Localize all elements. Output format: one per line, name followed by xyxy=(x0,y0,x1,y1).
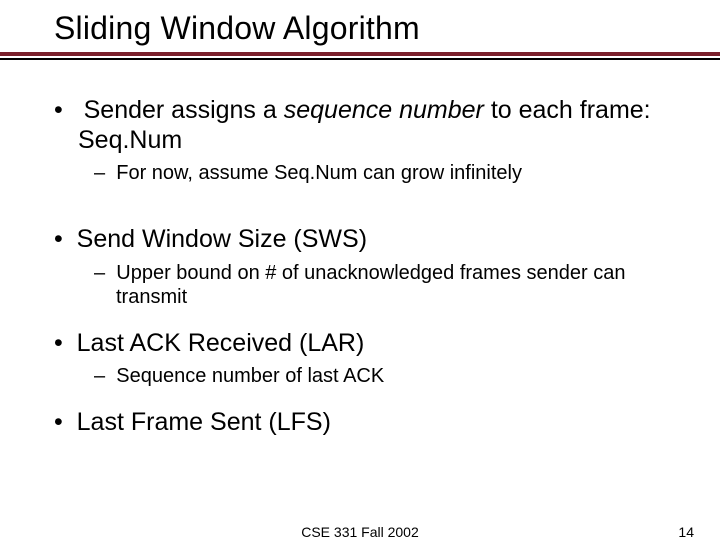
title-underline-thin xyxy=(0,58,720,60)
slide: Sliding Window Algorithm Sender assigns … xyxy=(0,0,720,540)
slide-title: Sliding Window Algorithm xyxy=(54,10,720,47)
subbullet-lar: Sequence number of last ACK xyxy=(94,364,690,388)
spacer xyxy=(54,315,690,321)
bullet-seqnum-pre: Sender assigns a xyxy=(84,96,284,124)
spacer xyxy=(54,394,690,400)
title-area: Sliding Window Algorithm xyxy=(0,0,720,47)
subbullet-seqnum-grow: For now, assume Seq.Num can grow infinit… xyxy=(94,161,690,185)
bullet-lfs: Last Frame Sent (LFS) xyxy=(54,408,690,438)
content-area: Sender assigns a sequence number to each… xyxy=(54,88,690,442)
footer-course: CSE 331 Fall 2002 xyxy=(301,524,419,540)
title-underline-accent xyxy=(0,52,720,56)
subbullet-sws: Upper bound on # of unacknowledged frame… xyxy=(94,261,690,309)
bullet-seqnum: Sender assigns a sequence number to each… xyxy=(54,96,690,155)
spacer xyxy=(54,191,690,217)
bullet-lar: Last ACK Received (LAR) xyxy=(54,329,690,359)
footer-page-number: 14 xyxy=(678,524,694,540)
bullet-sws: Send Window Size (SWS) xyxy=(54,225,690,255)
bullet-seqnum-em: sequence number xyxy=(284,96,484,124)
